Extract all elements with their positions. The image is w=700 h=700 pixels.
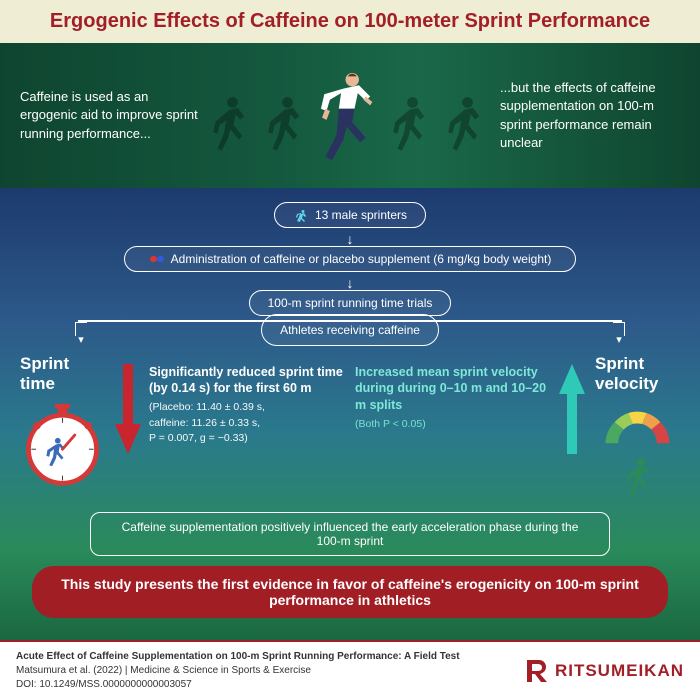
receiving-pill: Athletes receiving caffeine [261,314,439,346]
footer: Acute Effect of Caffeine Supplementation… [0,640,700,700]
evidence-banner: This study presents the first evidence i… [32,566,668,618]
result-right-small: (Both P < 0.05) [355,418,426,430]
result-left: Significantly reduced sprint time (by 0.… [149,364,345,447]
runner-main-icon [315,68,385,163]
sprint-velocity-label: Sprint velocity [595,354,680,394]
admin-text: Administration of caffeine or placebo su… [171,252,552,266]
main-title: Ergogenic Effects of Caffeine on 100-met… [16,10,684,33]
result-left-small: (Placebo: 11.40 ± 0.39 s, caffeine: 11.2… [149,401,265,444]
down-arrow-icon [115,364,141,454]
sprint-time-col: Sprint time [20,354,105,487]
sprint-time-label: Sprint time [20,354,105,394]
title-bar: Ergogenic Effects of Caffeine on 100-met… [0,0,700,43]
sprint-velocity-col: Sprint velocity [595,354,680,502]
result-right-strong: Increased mean sprint velocity during du… [355,364,551,415]
sprinters-text: 13 male sprinters [315,208,407,222]
conclusion-pill: Caffeine supplementation positively infl… [90,512,610,556]
result-right: Increased mean sprint velocity during du… [355,364,551,433]
brand-logo: RITSUMEIKAN [521,656,684,686]
stopwatch-icon [20,402,105,487]
logo-r-icon [521,656,551,686]
method-section: 13 male sprinters ↓ Administration of ca… [0,188,700,640]
gauge-icon [595,402,680,457]
citation-doi: DOI: 10.1249/MSS.0000000000003057 [16,678,460,692]
trials-pill: 100-m sprint running time trials [249,290,452,316]
hero-section: Caffeine is used as an ergogenic aid to … [0,43,700,188]
runner-bg-4-icon [440,88,495,163]
arrow-down-1: ↓ [20,231,680,247]
citation-title: Acute Effect of Caffeine Supplementation… [16,650,460,664]
up-arrow-icon [559,364,585,454]
sprinter-icon [293,208,309,222]
hero-left-text: Caffeine is used as an ergogenic aid to … [20,88,200,143]
results-row: Significantly reduced sprint time (by 0.… [105,364,595,454]
runner-bg-1-icon [205,88,260,163]
runners-illustration [205,68,495,163]
sprinters-pill: 13 male sprinters [274,202,426,228]
pill-icon [149,254,165,264]
hero-right-text: ...but the effects of caffeine supplemen… [500,79,680,152]
runner-bg-2-icon [260,88,315,163]
admin-pill: Administration of caffeine or placebo su… [124,246,577,272]
brand-text: RITSUMEIKAN [555,661,684,681]
arrow-down-2: ↓ [20,275,680,291]
citation-authors: Matsumura et al. (2022) | Medicine & Sci… [16,664,460,678]
citation: Acute Effect of Caffeine Supplementation… [16,650,460,692]
runner-small-icon [613,452,663,502]
result-left-strong: Significantly reduced sprint time (by 0.… [149,364,345,398]
runner-bg-3-icon [385,88,440,163]
